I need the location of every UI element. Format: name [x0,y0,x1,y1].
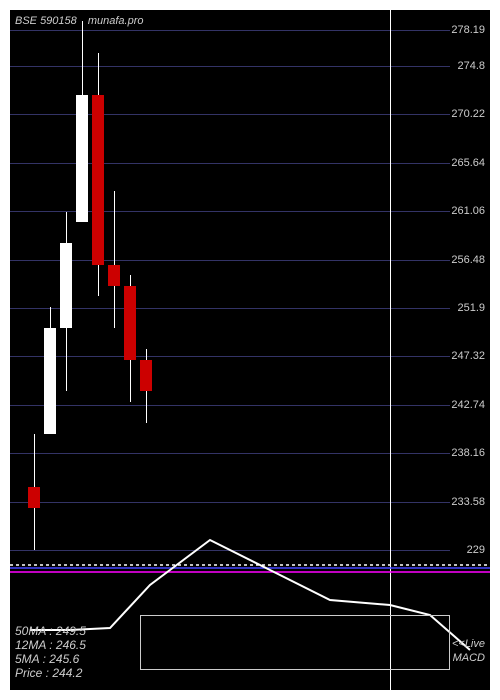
price-label: Price : 244.2 [15,666,82,680]
ma5-label: 5MA : 245.6 [15,652,79,666]
chart-container: BSE 590158 munafa.pro 278.19 274.8 270.22 2… [10,10,490,690]
y-axis-tick-label: 242.74 [451,399,485,411]
y-axis-tick-label: 229 [467,544,485,556]
y-axis-tick-label: 233.58 [451,496,485,508]
gridline [10,66,450,67]
y-axis-tick-label: 265.64 [451,157,485,169]
gridline [10,356,450,357]
gridline [10,260,450,261]
y-axis-tick-label: 256.48 [451,254,485,266]
watermark-label: munafa.pro [88,15,144,27]
gridline [10,30,450,31]
gridline [10,405,450,406]
candle-body [28,487,40,508]
macd-box [140,615,450,670]
gridline [10,308,450,309]
live-label-2: MACD [453,652,485,664]
gridline [10,502,450,503]
candle-body [76,95,88,222]
live-label-1: <<Live [452,638,485,650]
y-axis-tick-label: 278.19 [451,24,485,36]
y-axis-tick-label: 270.22 [451,108,485,120]
y-axis-tick-label: 238.16 [451,447,485,459]
chart-header: BSE 590158 munafa.pro [15,15,144,27]
y-axis-tick-label: 247.32 [451,350,485,362]
y-axis-tick-label: 274.8 [457,60,485,72]
ma12-label: 12MA : 246.5 [15,638,86,652]
candle-body [140,360,152,392]
ma50-label: 50MA : 249.5 [15,624,86,638]
y-axis-tick-label: 251.9 [457,302,485,314]
candle-body [44,328,56,434]
y-axis-tick-label: 261.06 [451,205,485,217]
gridline [10,550,450,551]
candle-body [60,243,72,328]
time-marker-line [390,10,391,690]
candle-body [92,95,104,264]
ticker-label: BSE 590158 [15,15,77,27]
gridline [10,453,450,454]
candle-wick [114,191,115,328]
candle-body [124,286,136,360]
candle-body [108,265,120,286]
